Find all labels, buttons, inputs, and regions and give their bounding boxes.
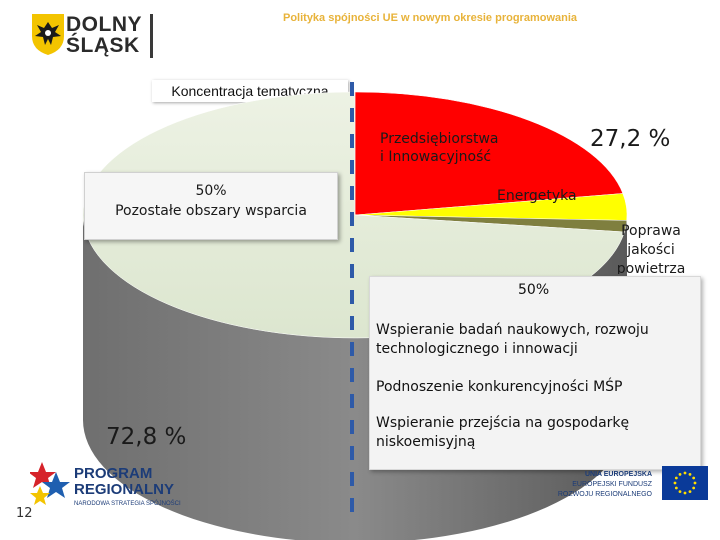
info-item-1-line2: technologicznego i innowacji: [376, 341, 578, 357]
logo-line-1: DOLNY: [66, 13, 142, 36]
eu-star: [673, 481, 677, 485]
slice-label-air-line1: Poprawa: [621, 223, 681, 239]
eu-star: [683, 491, 687, 495]
eu-line-1: UNIA EUROPEJSKA: [584, 471, 652, 478]
info-item-3: Wspieranie przejścia na gospodarkę nisko…: [376, 414, 629, 452]
eu-star: [693, 481, 697, 485]
info-item-1-line1: Wspieranie badań naukowych, rozwoju: [376, 322, 649, 338]
slide-title: Polityka spójności UE w nowym okresie pr…: [282, 12, 578, 24]
eu-star: [692, 476, 696, 480]
eu-star: [688, 472, 692, 476]
program-star-icon: [30, 462, 70, 505]
slice-label-air-line2: jakości: [627, 242, 675, 258]
page-number: 12: [16, 506, 33, 521]
slice-label-air-quality: Poprawa jakości powietrza: [616, 222, 686, 274]
eu-fund-text: UNIA EUROPEJSKA EUROPEJSKI FUNDUSZ ROZWO…: [532, 470, 652, 500]
program-line-1: PROGRAM: [74, 465, 153, 482]
dolny-slask-logo: [28, 12, 158, 60]
program-line-2: REGIONALNY: [74, 481, 175, 498]
pie-slice-0: [354, 91, 624, 216]
other-areas-pct: 50%: [195, 183, 227, 199]
program-line-3: NARODOWA STRATEGIA SPÓJNOŚCI: [74, 501, 181, 507]
program-regionalny-logo: PROGRAM REGIONALNY NARODOWA STRATEGIA SP…: [30, 458, 200, 518]
eu-star: [688, 490, 692, 494]
eu-star: [678, 472, 682, 476]
pct-left-label: 72,8 %: [106, 424, 187, 450]
eu-line-3: ROZWOJU REGIONALNEGO: [557, 491, 652, 498]
info-item-3-line2: niskoemisyjną: [376, 434, 476, 450]
pct-right-label: 27,2 %: [590, 126, 671, 152]
slice-label-energy: Energetyka: [497, 188, 577, 204]
other-areas-label: Pozostałe obszary wsparcia: [115, 203, 307, 219]
slice-label-innovation-line1: Przedsiębiorstwa: [380, 131, 499, 147]
eu-star: [674, 476, 678, 480]
logo-separator: [150, 14, 153, 58]
other-areas-box: 50% Pozostałe obszary wsparcia: [84, 172, 338, 240]
info-item-3-line1: Wspieranie przejścia na gospodarkę: [376, 415, 630, 431]
eagle-crest-icon: [32, 14, 64, 55]
eu-star: [674, 486, 678, 490]
eu-line-2: EUROPEJSKI FUNDUSZ: [572, 481, 652, 488]
info-pct: 50%: [518, 282, 550, 298]
slice-label-innovation-line2: i Innowacyjność: [380, 149, 492, 165]
logo-text: DOLNY ŚLĄSK: [66, 14, 142, 56]
slice-label-innovation: Przedsiębiorstwa i Innowacyjność: [380, 130, 499, 166]
logo-line-2: ŚLĄSK: [66, 34, 140, 57]
eu-flag-icon: [662, 466, 708, 500]
slice-label-air-line3: powietrza: [616, 261, 686, 274]
eu-star: [692, 486, 696, 490]
eu-star: [678, 490, 682, 494]
info-item-1: Wspieranie badań naukowych, rozwoju tech…: [376, 321, 649, 359]
info-box: 50% Wspieranie badań naukowych, rozwoju …: [369, 276, 701, 470]
info-item-2: Podnoszenie konkurencyjności MŚP: [376, 379, 623, 395]
eu-star: [683, 471, 687, 475]
